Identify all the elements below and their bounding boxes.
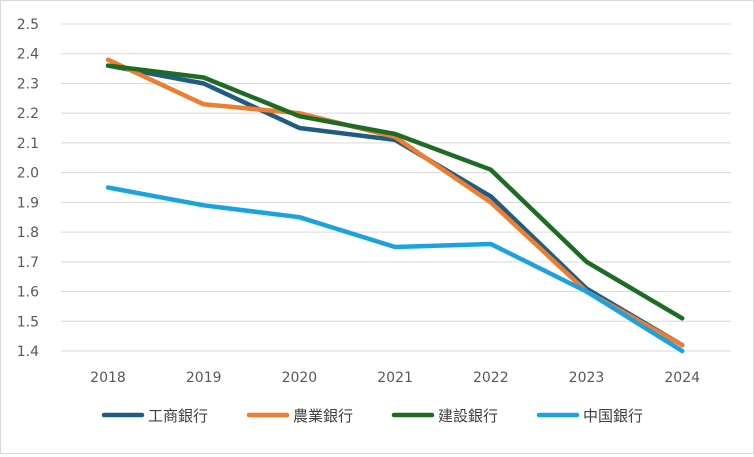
y-tick-label: 2.4 xyxy=(17,47,39,63)
legend: 工商銀行 農業銀行 建設銀行 中国銀行 xyxy=(104,407,643,425)
y-tick-label: 1.7 xyxy=(17,255,39,271)
y-tick-label: 2.2 xyxy=(17,106,39,122)
y-tick-label: 1.9 xyxy=(17,195,39,211)
y-tick-label: 1.5 xyxy=(17,314,39,330)
y-tick-label: 1.8 xyxy=(17,225,39,241)
legend-label: 中国銀行 xyxy=(583,407,643,425)
x-axis-tick-labels: 2018 2019 2020 2021 2022 2023 2024 xyxy=(90,370,700,386)
x-tick-label: 2019 xyxy=(186,370,222,386)
x-tick-label: 2022 xyxy=(473,370,509,386)
series-lines xyxy=(108,60,682,352)
y-tick-label: 2.1 xyxy=(17,136,39,152)
y-tick-label: 2.3 xyxy=(17,76,39,92)
y-tick-label: 2.0 xyxy=(17,166,39,182)
x-tick-label: 2024 xyxy=(664,370,700,386)
y-tick-label: 1.6 xyxy=(17,285,39,301)
legend-label: 建設銀行 xyxy=(438,407,498,425)
legend-label: 工商銀行 xyxy=(148,407,208,425)
legend-label: 農業銀行 xyxy=(293,407,353,425)
x-tick-label: 2018 xyxy=(90,370,126,386)
x-tick-label: 2020 xyxy=(282,370,318,386)
y-tick-label: 1.4 xyxy=(17,344,39,360)
x-tick-label: 2021 xyxy=(377,370,413,386)
x-tick-label: 2023 xyxy=(569,370,605,386)
y-axis-tick-labels: 1.4 1.5 1.6 1.7 1.8 1.9 2.0 2.1 2.2 2.3 2.4 2.5 xyxy=(17,17,39,360)
y-tick-label: 2.5 xyxy=(17,17,39,33)
series-line-3 xyxy=(108,66,682,319)
